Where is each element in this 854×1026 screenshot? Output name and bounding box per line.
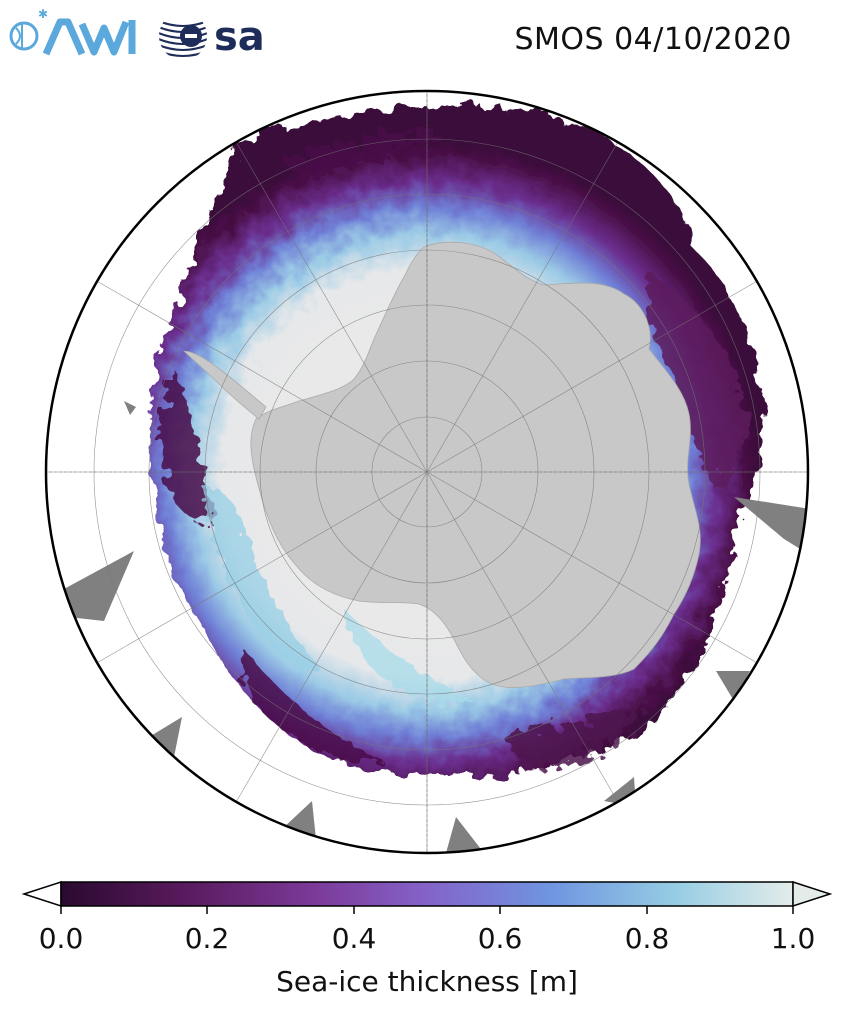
awi-logo-graphic: ✱ — [9, 7, 136, 56]
map-boundary — [44, 89, 810, 855]
thin-ice-patches — [160, 130, 745, 766]
colorbar-tick-label: 0.6 — [477, 922, 523, 955]
colorbar: 0.0 0.2 0.4 0.6 0.8 1.0 Sea-ice thicknes… — [0, 870, 854, 1026]
colorbar-tick-label: 0.4 — [331, 922, 377, 955]
esa-logo-graphic: sa — [159, 14, 265, 60]
colorbar-tick-label: 0.0 — [38, 922, 84, 955]
esa-logo: sa — [158, 10, 303, 62]
map-svg — [44, 89, 810, 855]
colorbar-extend-max — [792, 880, 833, 908]
sea-ice-map — [44, 89, 810, 855]
map-title: SMOS 04/10/2020 — [514, 22, 792, 57]
colorbar-label: Sea-ice thickness [m] — [276, 965, 578, 998]
colorbar-tick-label: 1.0 — [770, 922, 816, 955]
missing-data-wedges — [64, 401, 808, 853]
colorbar-gradient — [60, 881, 794, 907]
colorbar-extend-min — [21, 880, 62, 908]
svg-text:✱: ✱ — [38, 8, 48, 21]
colorbar-tick-label: 0.8 — [624, 922, 670, 955]
awi-logo: ✱ — [8, 7, 140, 62]
antarctica-landmass — [183, 241, 701, 688]
colorbar-svg — [21, 880, 833, 914]
colorbar-tick-label: 0.2 — [184, 922, 230, 955]
svg-text:sa: sa — [214, 14, 265, 60]
